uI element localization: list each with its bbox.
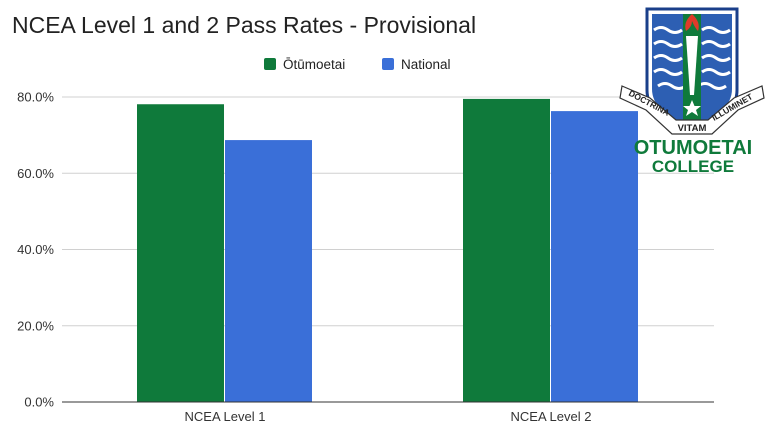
motto-bottom: VITAM [678,123,707,134]
x-tick-label: NCEA Level 1 [185,409,266,424]
bars [137,98,638,403]
legend-swatch-national [382,58,394,70]
y-tick-label: 40.0% [17,242,54,257]
y-tick-label: 20.0% [17,318,54,333]
y-axis-ticks: 0.0% 20.0% 40.0% 60.0% 80.0% [17,90,54,410]
x-tick-label: NCEA Level 2 [511,409,592,424]
y-tick-label: 60.0% [17,166,54,181]
school-name-line1: OTUMOETAI [634,137,753,159]
chart-title: NCEA Level 1 and 2 Pass Rates - Provisio… [12,12,476,38]
bar-national-ncea-level-2 [551,111,638,402]
school-logo: DOCTRINA ILLUMINET VITAM OTUMOETAI COLLE… [619,7,765,176]
legend: Ōtūmoetai National [264,57,451,72]
y-tick-label: 80.0% [17,90,54,105]
bar-otumoetai-ncea-level-1 [137,104,224,403]
x-axis-ticks: NCEA Level 1 NCEA Level 2 [185,409,592,424]
bar-national-ncea-level-1 [225,140,312,403]
y-tick-label: 0.0% [24,395,54,410]
legend-label-otumoetai: Ōtūmoetai [283,57,345,72]
legend-label-national: National [401,57,451,72]
school-name-line2: COLLEGE [652,157,734,176]
bar-otumoetai-ncea-level-2 [463,98,550,402]
legend-swatch-otumoetai [264,58,276,70]
crest-icon [645,7,739,135]
